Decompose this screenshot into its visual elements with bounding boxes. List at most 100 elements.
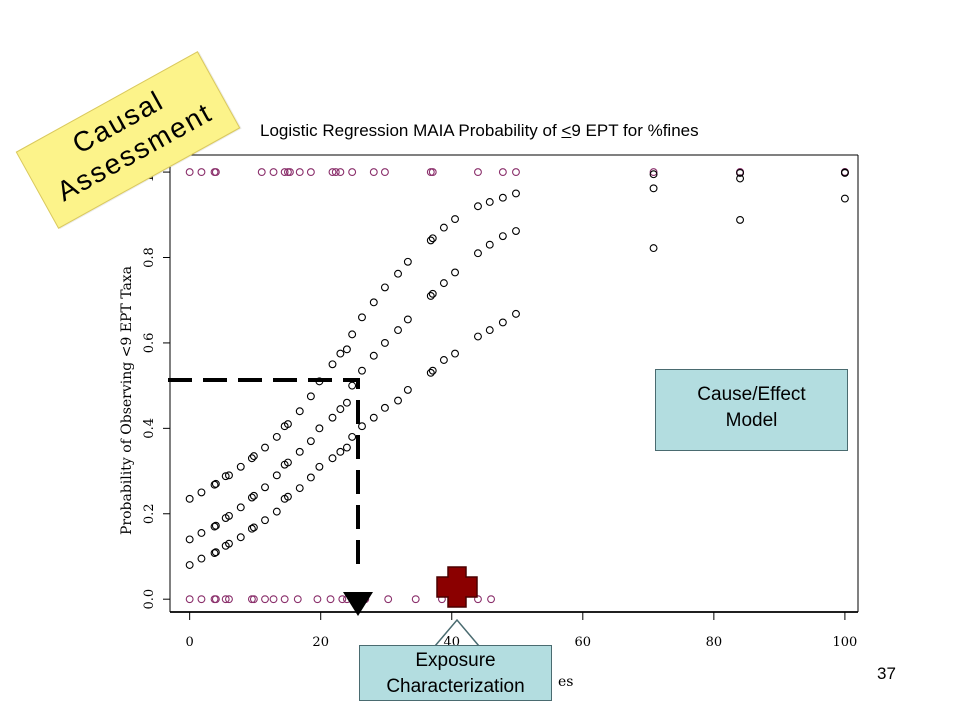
data-point: [247, 493, 256, 502]
data-point: [283, 420, 292, 429]
data-point: [249, 595, 258, 604]
data-point: [272, 432, 281, 441]
data-point: [394, 326, 402, 335]
data-point: [261, 443, 269, 452]
data-point: [428, 168, 437, 177]
data-point: [185, 595, 194, 604]
data-point: [358, 422, 366, 431]
cause-box-line-2: Model: [725, 410, 778, 431]
data-point: [498, 193, 507, 202]
x-tick-label: 100: [832, 635, 857, 650]
data-point: [249, 491, 258, 500]
data-point: [485, 240, 494, 249]
data-point: [384, 595, 393, 604]
y-tick-label: 0.2: [142, 503, 157, 524]
data-point: [249, 452, 258, 461]
data-point: [221, 472, 230, 481]
data-point: [358, 366, 366, 375]
data-point: [280, 168, 289, 177]
data-point: [315, 424, 324, 433]
data-point: [225, 511, 233, 520]
data-point: [197, 595, 206, 604]
data-point: [197, 554, 206, 563]
data-point: [439, 356, 448, 364]
data-point: [428, 289, 437, 298]
data-point: [280, 595, 289, 604]
data-point: [474, 595, 482, 604]
data-point: [328, 360, 337, 369]
x-tick-label: 0: [186, 635, 194, 650]
data-point: [261, 595, 269, 604]
data-point: [498, 318, 507, 327]
data-point: [295, 407, 304, 416]
data-point: [328, 168, 337, 177]
data-point: [269, 595, 278, 604]
data-point: [403, 385, 412, 394]
data-point: [485, 198, 494, 206]
data-point: [285, 168, 294, 177]
data-point: [185, 561, 194, 569]
data-point: [336, 405, 345, 414]
cause-effect-model-box: Cause/Effect Model: [655, 369, 848, 451]
data-point: [474, 168, 482, 177]
data-point: [426, 291, 435, 300]
data-point: [249, 523, 258, 532]
data-point: [185, 535, 194, 544]
data-point: [210, 522, 219, 531]
x-tick-label: 60: [575, 635, 592, 650]
data-point: [439, 279, 448, 288]
data-point: [498, 232, 507, 241]
y-axis-label: Probability of Observing <9 EPT Taxa: [119, 266, 135, 535]
data-point: [403, 257, 412, 266]
data-point: [348, 432, 357, 441]
data-point: [272, 507, 281, 516]
exposure-box-line-1: Exposure: [415, 650, 496, 671]
data-point: [369, 168, 378, 177]
data-point: [336, 349, 345, 358]
data-point: [451, 268, 459, 277]
x-axis-label: es: [558, 674, 573, 690]
y-tick-label: 0.6: [142, 333, 157, 354]
data-point: [261, 516, 269, 525]
data-point: [840, 168, 849, 177]
data-point: [498, 168, 507, 177]
data-point: [336, 447, 345, 456]
data-point: [380, 338, 389, 347]
data-point: [185, 494, 194, 503]
exposure-box-line-2: Characterization: [386, 676, 525, 697]
data-point: [261, 483, 269, 492]
data-point: [211, 521, 220, 530]
data-point: [380, 283, 389, 292]
data-point: [338, 595, 347, 604]
data-point: [736, 168, 745, 177]
data-point: [649, 170, 658, 179]
data-point: [649, 168, 658, 177]
data-point: [348, 381, 357, 390]
data-point: [211, 479, 220, 488]
callout-pointer: [434, 618, 480, 647]
data-point: [211, 595, 220, 604]
data-point: [342, 345, 351, 354]
y-tick-label: 0.8: [142, 247, 157, 268]
data-point: [211, 548, 220, 557]
data-point: [283, 458, 292, 467]
exposure-cross-icon: [436, 566, 478, 608]
data-point: [428, 234, 437, 243]
chart-title: Logistic Regression MAIA Probability of …: [260, 121, 699, 140]
data-point: [328, 454, 337, 463]
data-point: [331, 168, 340, 177]
data-point: [487, 595, 496, 604]
down-arrow-icon: [343, 592, 373, 616]
data-point: [380, 403, 389, 412]
data-point: [474, 202, 482, 211]
data-point: [210, 549, 219, 558]
data-point: [512, 168, 520, 177]
data-point: [439, 223, 448, 232]
data-point: [840, 194, 849, 203]
data-point: [649, 244, 658, 253]
data-point: [247, 454, 256, 463]
data-point: [326, 595, 335, 604]
data-point: [394, 396, 402, 405]
data-point: [336, 168, 345, 177]
